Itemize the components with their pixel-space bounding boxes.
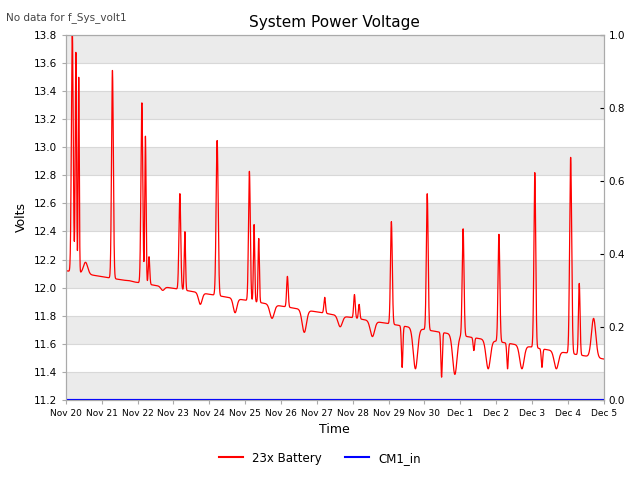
Bar — [66, 260, 604, 288]
Title: System Power Voltage: System Power Voltage — [250, 15, 420, 30]
X-axis label: Time: Time — [319, 423, 350, 436]
Bar — [66, 36, 604, 63]
Text: VR_met: VR_met — [0, 479, 1, 480]
Bar — [66, 91, 604, 120]
Bar — [66, 147, 604, 176]
Y-axis label: Volts: Volts — [15, 203, 28, 232]
Bar — [66, 204, 604, 231]
Bar — [66, 315, 604, 344]
Text: No data for f_Sys_volt1: No data for f_Sys_volt1 — [6, 12, 127, 23]
Bar — [66, 372, 604, 400]
Legend: 23x Battery, CM1_in: 23x Battery, CM1_in — [214, 447, 426, 469]
